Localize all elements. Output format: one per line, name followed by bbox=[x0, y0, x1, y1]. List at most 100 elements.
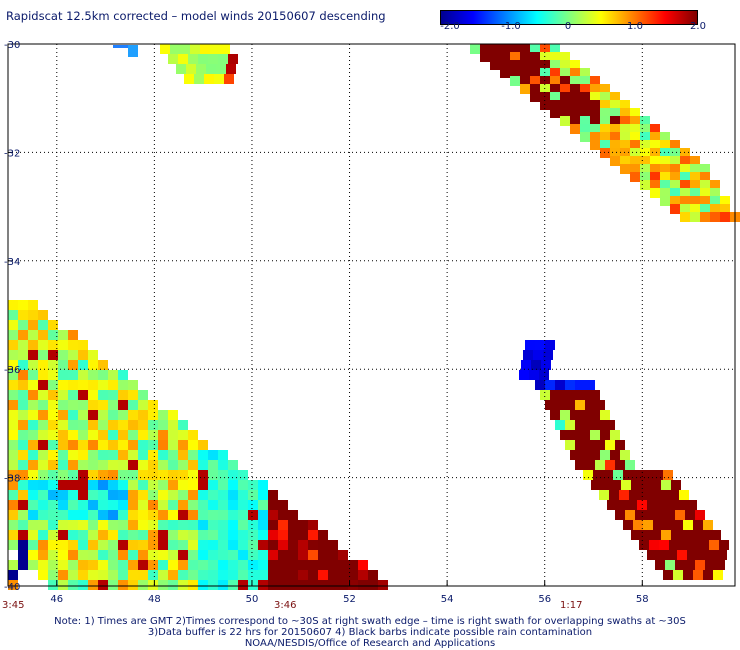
wind-cell bbox=[218, 500, 228, 510]
wind-cell bbox=[128, 470, 138, 480]
wind-cell bbox=[108, 430, 118, 440]
wind-cell bbox=[98, 550, 108, 560]
wind-cell bbox=[667, 500, 677, 510]
wind-cell bbox=[650, 148, 660, 158]
wind-cell bbox=[690, 204, 700, 214]
wind-cell bbox=[8, 440, 18, 450]
wind-cell bbox=[238, 560, 248, 570]
wind-cell bbox=[48, 410, 58, 420]
wind-cell bbox=[630, 164, 640, 174]
wind-cell bbox=[88, 490, 98, 500]
wind-cell bbox=[690, 180, 700, 190]
wind-cell bbox=[659, 540, 669, 550]
wind-cell bbox=[640, 132, 650, 142]
wind-cell bbox=[510, 76, 520, 86]
wind-cell bbox=[550, 92, 560, 102]
wind-cell bbox=[38, 380, 48, 390]
wind-cell bbox=[128, 420, 138, 430]
wind-cell bbox=[500, 60, 510, 70]
wind-cell bbox=[623, 470, 633, 480]
wind-cell bbox=[188, 430, 198, 440]
wind-cell bbox=[258, 550, 268, 560]
wind-cell bbox=[198, 550, 208, 560]
wind-cell bbox=[620, 148, 630, 158]
wind-cell bbox=[590, 390, 600, 400]
wind-cell bbox=[108, 380, 118, 390]
wind-cell bbox=[208, 470, 218, 480]
wind-cell bbox=[118, 520, 128, 530]
wind-cell bbox=[643, 470, 653, 480]
wind-cell bbox=[593, 470, 603, 480]
wind-cell bbox=[657, 550, 667, 560]
wind-cell bbox=[224, 74, 234, 84]
wind-cell bbox=[570, 100, 580, 110]
lat-tick-label: -32 bbox=[4, 148, 20, 159]
wind-cell bbox=[38, 340, 48, 350]
wind-cell bbox=[186, 64, 196, 74]
wind-cell bbox=[687, 500, 697, 510]
wind-cell bbox=[180, 44, 190, 54]
wind-cell bbox=[168, 570, 178, 580]
lat-tick-label: -34 bbox=[4, 257, 20, 268]
wind-cell bbox=[570, 68, 580, 78]
wind-cell bbox=[690, 212, 700, 222]
wind-cell bbox=[687, 550, 697, 560]
wind-cell bbox=[108, 570, 118, 580]
wind-cell bbox=[68, 530, 78, 540]
wind-cell bbox=[258, 540, 268, 550]
wind-cell bbox=[128, 570, 138, 580]
wind-cell bbox=[630, 124, 640, 134]
wind-cell bbox=[575, 440, 585, 450]
wind-cell bbox=[18, 470, 28, 480]
wind-cell bbox=[238, 470, 248, 480]
wind-cell bbox=[148, 450, 158, 460]
wind-cell bbox=[158, 540, 168, 550]
wind-cell bbox=[220, 44, 230, 54]
wind-cell bbox=[695, 560, 705, 570]
wind-cell bbox=[28, 410, 38, 420]
wind-cell bbox=[78, 580, 88, 590]
wind-cell bbox=[208, 520, 218, 530]
wind-cell bbox=[48, 420, 58, 430]
wind-cell bbox=[368, 580, 378, 590]
wind-cell bbox=[238, 480, 248, 490]
wind-cell bbox=[108, 420, 118, 430]
wind-cell bbox=[228, 460, 238, 470]
wind-cell bbox=[600, 140, 610, 150]
wind-cell bbox=[560, 76, 570, 86]
wind-cell bbox=[228, 470, 238, 480]
wind-cell bbox=[8, 400, 18, 410]
wind-cell bbox=[560, 52, 570, 62]
wind-cell bbox=[138, 420, 148, 430]
wind-cell bbox=[58, 480, 68, 490]
wind-cell bbox=[18, 490, 28, 500]
wind-cell bbox=[108, 440, 118, 450]
wind-cell bbox=[650, 164, 660, 174]
wind-cell bbox=[88, 430, 98, 440]
wind-cell bbox=[710, 204, 720, 214]
wind-cell bbox=[580, 100, 590, 110]
colorbar bbox=[440, 10, 698, 25]
wind-cell bbox=[158, 490, 168, 500]
wind-cell bbox=[660, 156, 670, 166]
wind-cell bbox=[188, 530, 198, 540]
wind-cell bbox=[178, 500, 188, 510]
wind-cell bbox=[8, 560, 18, 570]
wind-cell bbox=[490, 44, 500, 54]
wind-cell bbox=[188, 490, 198, 500]
wind-cell bbox=[565, 440, 575, 450]
wind-cell bbox=[58, 500, 68, 510]
wind-cell bbox=[188, 500, 198, 510]
wind-cell bbox=[48, 350, 58, 360]
wind-cell bbox=[650, 132, 660, 142]
wind-cell bbox=[88, 470, 98, 480]
wind-cell bbox=[670, 204, 680, 214]
wind-cell bbox=[610, 156, 620, 166]
wind-cell bbox=[480, 52, 490, 62]
wind-cell bbox=[560, 60, 570, 70]
wind-cell bbox=[710, 212, 720, 222]
wind-cell bbox=[160, 44, 170, 54]
wind-cell bbox=[38, 540, 48, 550]
wind-cell bbox=[58, 570, 68, 580]
wind-cell bbox=[78, 490, 88, 500]
